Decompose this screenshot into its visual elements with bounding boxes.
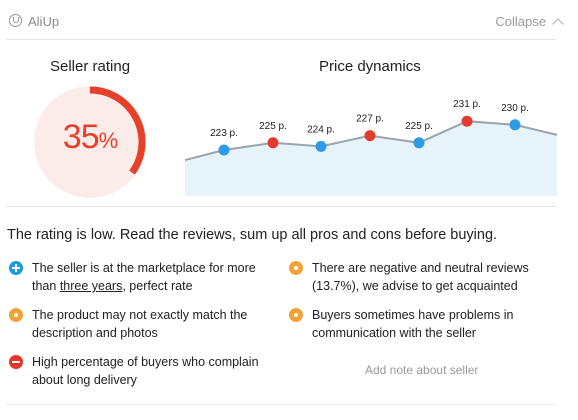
seller-rating-gauge <box>34 86 146 198</box>
price-label: 231 р. <box>453 99 481 110</box>
warning-dot-icon <box>289 308 303 322</box>
price-label: 223 р. <box>210 128 238 139</box>
footer-divider <box>6 404 556 405</box>
section-divider <box>6 206 556 207</box>
item-line: communication with the seller <box>312 326 476 340</box>
price-point <box>413 137 425 149</box>
rating-summary: The rating is low. Read the reviews, sum… <box>7 227 498 243</box>
item-line: Buyers sometimes have problems in <box>312 308 514 322</box>
add-note-link[interactable]: Add note about seller <box>365 363 479 377</box>
warning-dot-icon <box>289 261 303 275</box>
plus-icon <box>9 261 23 275</box>
price-point <box>315 140 327 152</box>
item-line: There are negative and neutral reviews <box>312 261 529 275</box>
item-line: The product may not exactly match the <box>32 308 248 322</box>
collapse-label: Collapse <box>495 14 546 29</box>
app-title: AliUp <box>28 14 60 29</box>
rating-percent-sign: % <box>98 128 119 153</box>
price-point <box>267 137 279 149</box>
price-label: 225 р. <box>405 121 433 132</box>
item-line: about long delivery <box>32 373 137 387</box>
app-header: AliUp Collapse <box>0 0 578 40</box>
item-text: than <box>32 279 60 293</box>
warning-dot-icon <box>9 308 23 322</box>
three-years-link[interactable]: three years <box>59 279 123 293</box>
price-label: 224 р. <box>307 124 335 135</box>
rating-number: 35 <box>62 118 100 156</box>
item-line: description and photos <box>32 326 158 340</box>
header-divider <box>6 39 556 40</box>
price-dynamics-title: Price dynamics <box>319 58 421 75</box>
seller-rating-title: Seller rating <box>50 58 131 75</box>
price-area <box>185 121 557 196</box>
gauge-arc <box>89 86 146 175</box>
price-point <box>364 130 376 142</box>
minus-icon <box>9 355 23 369</box>
item-text: , perfect rate <box>122 279 193 293</box>
price-label: 230 р. <box>501 103 529 114</box>
aliup-logo-icon <box>9 14 22 27</box>
price-point <box>218 144 230 156</box>
item-line: than three years, perfect rate <box>32 277 256 295</box>
item-line: High percentage of buyers who complain <box>32 355 259 369</box>
gauge-background <box>34 86 146 198</box>
price-point <box>461 115 473 127</box>
price-point <box>509 119 521 131</box>
price-dynamics-chart: 223 р. 225 р. 224 р. 227 р. 225 р. 231 р. 230 … <box>184 99 558 196</box>
price-label: 225 р. <box>259 121 287 132</box>
price-label: 227 р. <box>356 114 384 125</box>
seller-rating-value: 35% <box>34 118 146 157</box>
item-line: The seller is at the marketplace for mor… <box>32 261 256 275</box>
item-line: (13.7%), we advise to get acquainted <box>312 279 518 293</box>
collapse-button[interactable]: Collapse <box>495 14 564 30</box>
